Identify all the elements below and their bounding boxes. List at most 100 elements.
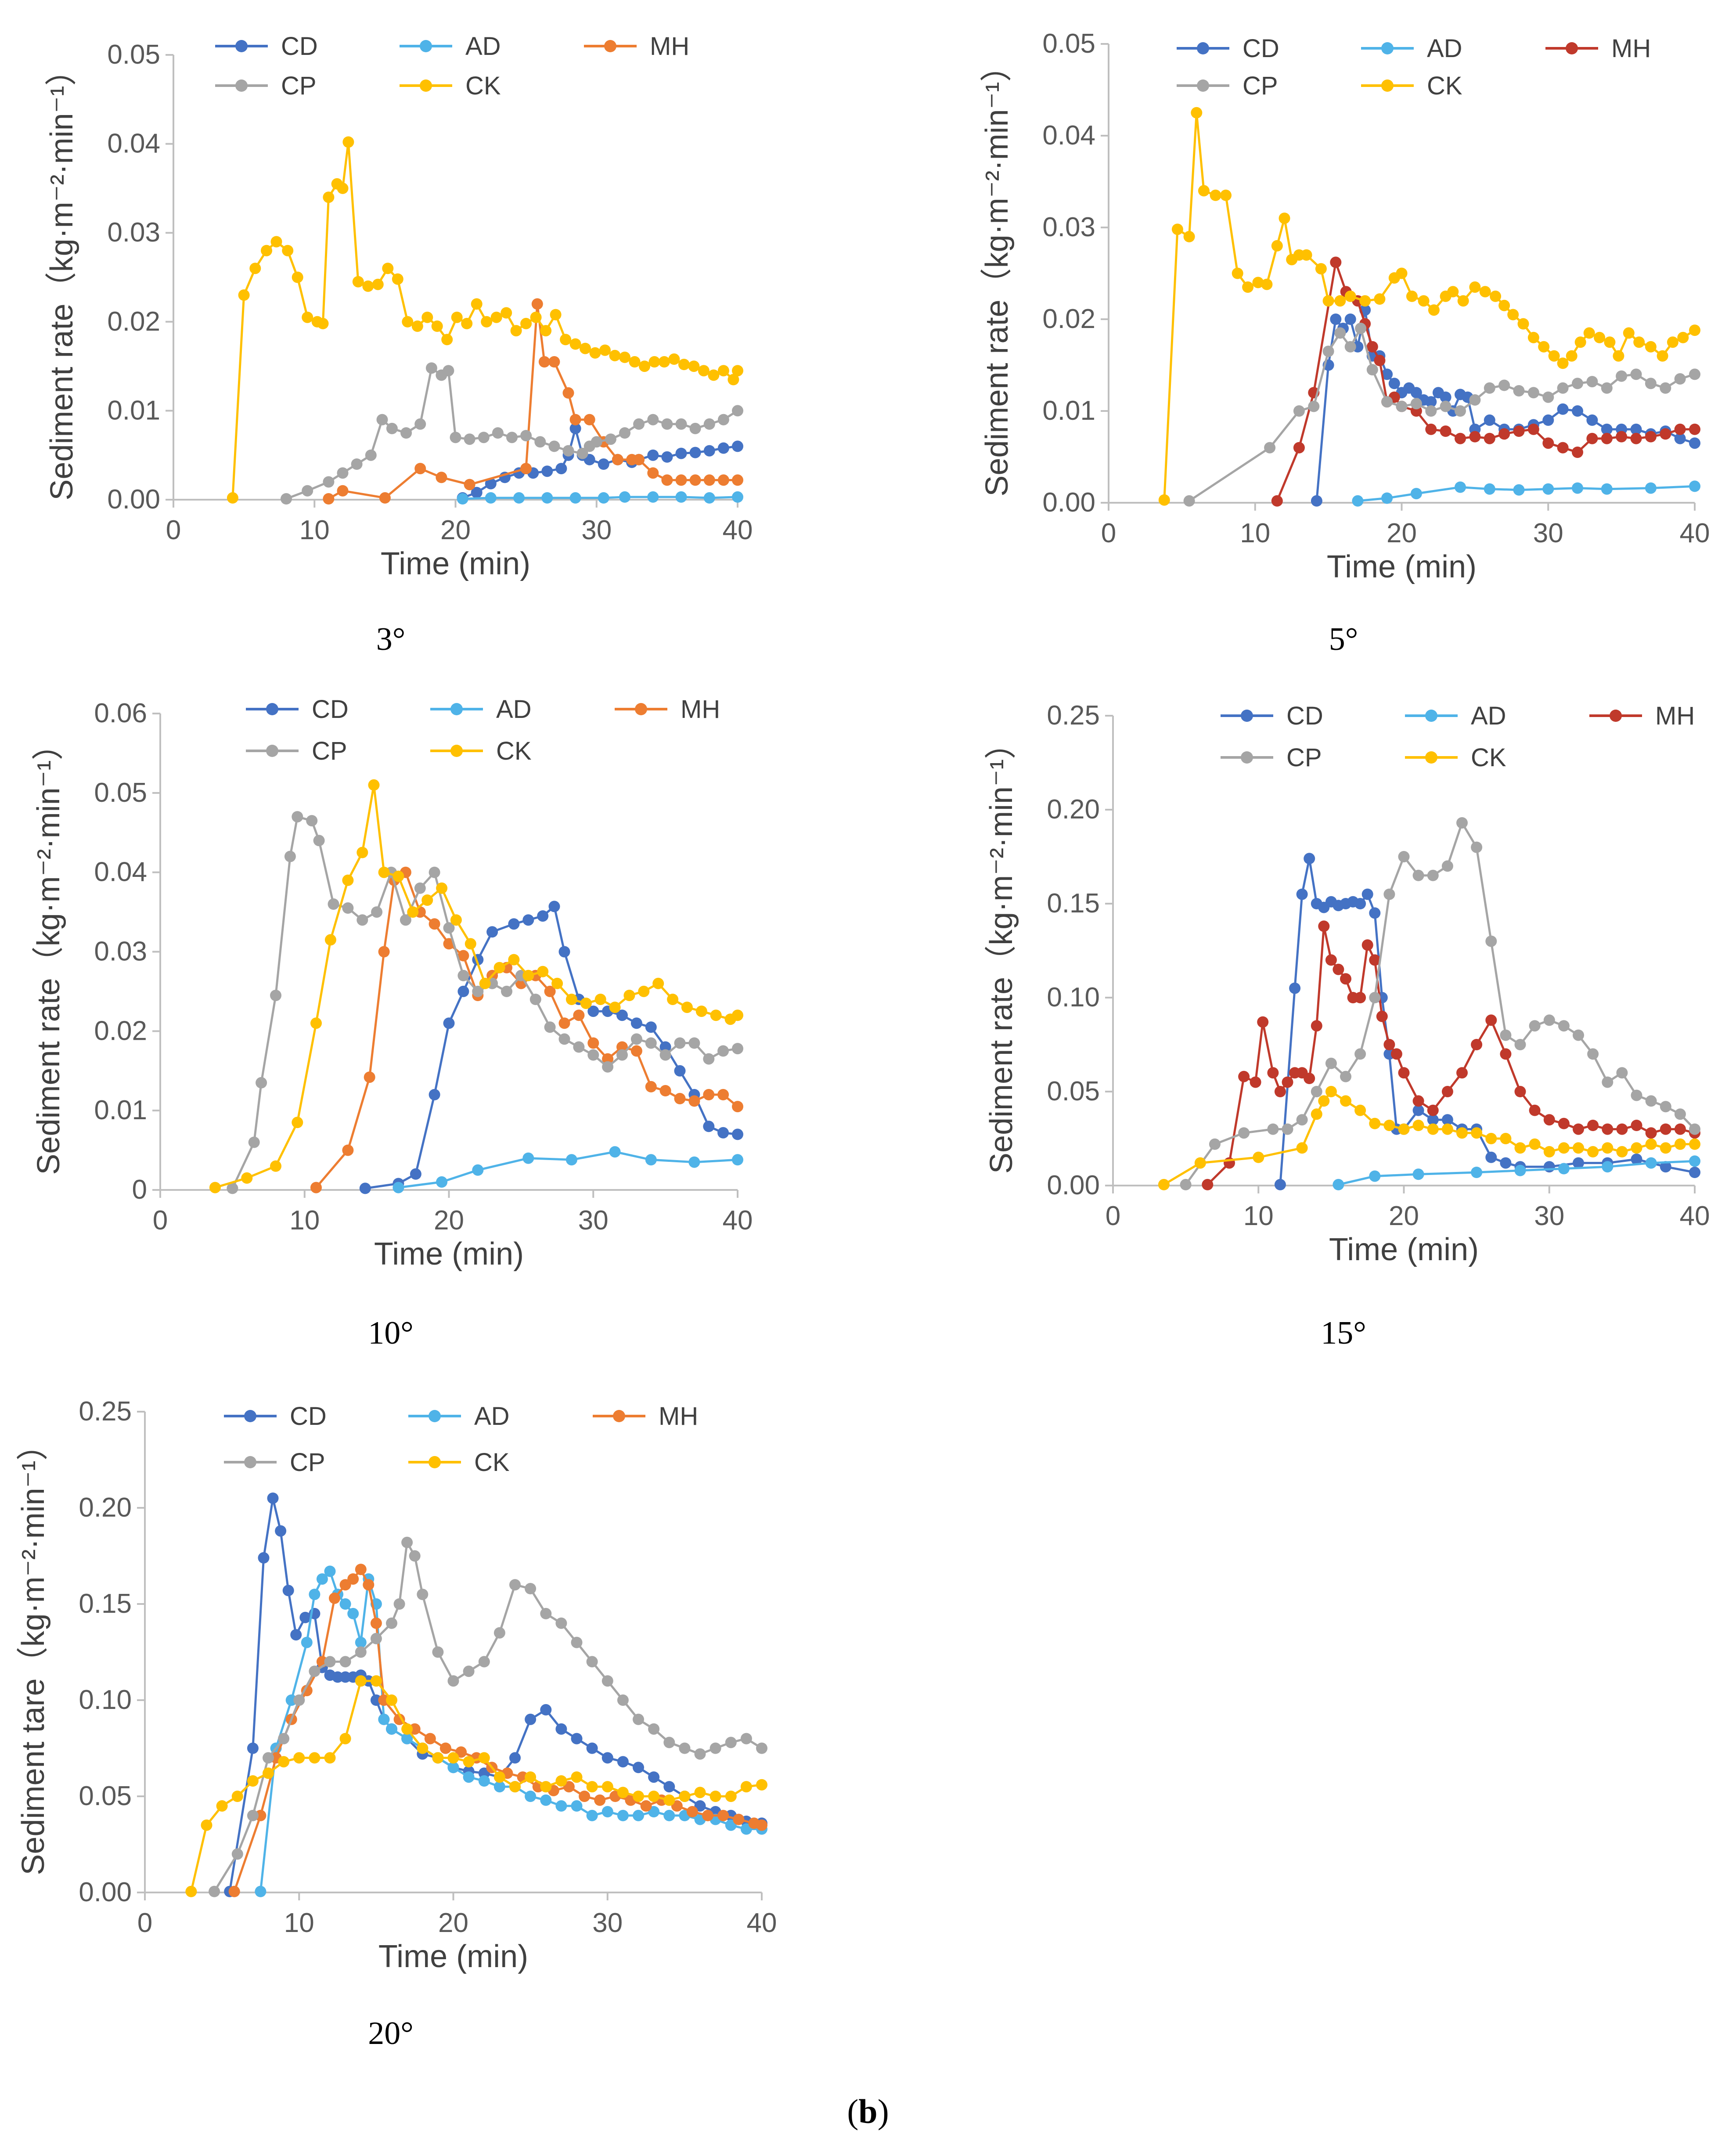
data-point — [421, 311, 433, 323]
data-point — [293, 1752, 305, 1764]
data-point — [756, 1742, 767, 1754]
data-point — [555, 1617, 567, 1629]
series-CP — [209, 1536, 767, 1897]
data-point — [645, 1021, 657, 1033]
data-point — [363, 1579, 375, 1591]
data-point — [457, 493, 468, 505]
data-point — [1587, 1048, 1599, 1060]
legend-swatch-marker — [604, 40, 616, 52]
data-point — [1330, 314, 1342, 325]
legend-swatch-marker — [235, 79, 248, 92]
data-point — [569, 414, 581, 425]
data-point — [1252, 277, 1264, 288]
data-point — [602, 1061, 614, 1073]
legend-swatch-marker — [1197, 79, 1209, 92]
data-point — [717, 442, 729, 454]
data-point — [407, 906, 419, 918]
series-AD — [1352, 480, 1700, 507]
data-point — [382, 263, 394, 274]
data-point — [633, 1762, 644, 1773]
data-point — [1311, 1108, 1322, 1120]
data-point — [695, 1006, 707, 1017]
x-tick-label: 40 — [723, 1205, 753, 1236]
data-point — [310, 1182, 322, 1193]
data-point — [659, 1041, 671, 1053]
data-point — [1315, 263, 1327, 275]
data-point — [378, 1713, 390, 1725]
data-point — [601, 1806, 613, 1817]
data-point — [323, 476, 335, 488]
data-point — [740, 1733, 752, 1745]
data-point — [185, 1885, 197, 1897]
data-point — [1514, 1142, 1526, 1154]
data-point — [1425, 396, 1437, 408]
data-point — [609, 350, 621, 361]
data-point — [688, 1095, 700, 1107]
data-point — [1573, 1142, 1584, 1154]
data-point — [703, 492, 715, 504]
data-point — [647, 449, 659, 461]
y-tick-label: 0.10 — [79, 1685, 132, 1715]
data-point — [436, 882, 448, 894]
data-point — [1689, 1167, 1700, 1178]
data-point — [1412, 1120, 1424, 1131]
data-point — [544, 985, 556, 997]
data-point — [431, 320, 443, 332]
data-point — [1500, 1133, 1512, 1144]
data-point — [227, 492, 238, 504]
data-point — [258, 1552, 270, 1564]
data-point — [1183, 495, 1195, 507]
legend-item: AD — [400, 32, 501, 61]
legend-item: CP — [246, 737, 347, 765]
legend-swatch-marker — [235, 40, 248, 52]
data-point — [648, 1771, 660, 1783]
legend-label: CD — [290, 1402, 327, 1431]
data-point — [457, 985, 469, 997]
data-point — [589, 347, 601, 359]
legend-item: MH — [615, 695, 720, 724]
data-point — [472, 985, 484, 997]
data-point — [328, 898, 339, 910]
data-point — [717, 1809, 729, 1821]
legend-swatch-marker — [1241, 710, 1253, 722]
data-point — [493, 962, 505, 973]
data-point — [302, 485, 313, 497]
data-point — [1542, 391, 1554, 403]
data-point — [1557, 403, 1569, 415]
data-point — [1361, 939, 1373, 951]
data-point — [698, 365, 710, 377]
legend-label: MH — [659, 1402, 698, 1431]
data-point — [1376, 1010, 1388, 1022]
data-point — [1558, 1163, 1570, 1175]
legend-label: CP — [290, 1448, 325, 1477]
data-point — [659, 1085, 671, 1096]
legend-label: AD — [465, 32, 501, 61]
data-point — [1257, 1016, 1269, 1028]
data-point — [1484, 433, 1495, 444]
data-point — [441, 334, 453, 346]
data-point — [1543, 1014, 1555, 1026]
series-CK — [209, 779, 743, 1193]
data-point — [694, 1748, 706, 1760]
series-MH — [323, 298, 743, 505]
data-point — [619, 491, 630, 503]
data-point — [1631, 1142, 1642, 1154]
legend-item: CK — [408, 1448, 510, 1477]
data-point — [1366, 341, 1378, 353]
data-point — [576, 447, 588, 459]
data-point — [1677, 332, 1689, 343]
data-point — [1250, 1076, 1261, 1088]
x-tick-label: 0 — [137, 1908, 152, 1938]
data-point — [1574, 336, 1586, 348]
data-point — [1484, 414, 1495, 426]
data-point — [732, 1009, 743, 1021]
data-point — [1427, 1114, 1439, 1126]
legend-label: CP — [1286, 743, 1322, 772]
data-point — [309, 1665, 321, 1677]
data-point — [485, 478, 497, 490]
legend-label: CP — [281, 72, 317, 100]
data-point — [1296, 888, 1308, 900]
data-point — [1354, 992, 1366, 1003]
data-point — [530, 311, 542, 323]
data-point — [548, 901, 560, 912]
